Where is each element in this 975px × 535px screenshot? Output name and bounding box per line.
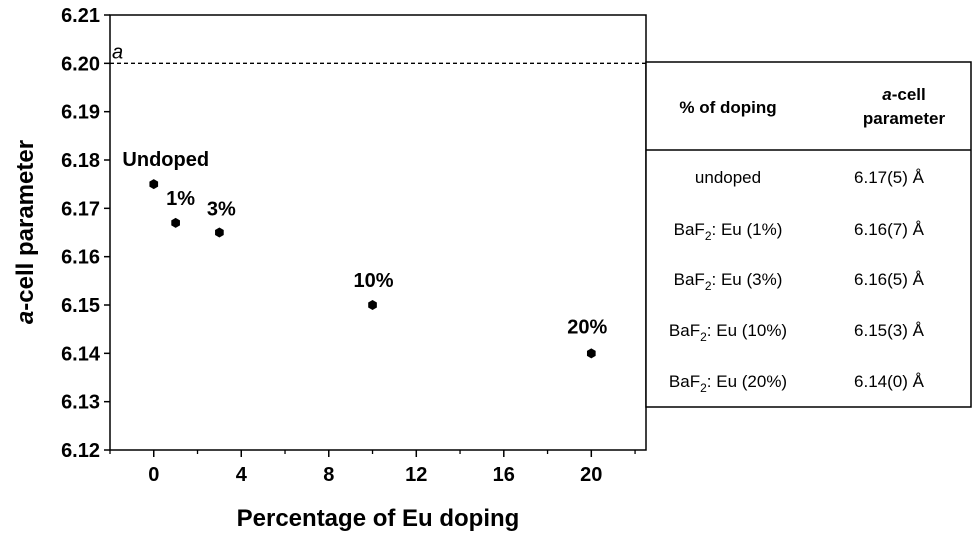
data-labels: Undoped 1% 3% 10% 20%: [122, 149, 607, 338]
table-cell-doping: BaF2: Eu (10%): [669, 321, 787, 344]
y-tick-label: 6.19: [61, 102, 100, 124]
table-cell-parameter: 6.17(5) Å: [854, 168, 925, 187]
data-points: [149, 179, 596, 359]
y-axis-title-italic: a: [12, 311, 39, 324]
table-cell-parameter: 6.16(5) Å: [854, 270, 925, 289]
x-tick-label: 20: [580, 464, 602, 486]
x-tick-label: 12: [405, 464, 427, 486]
data-point: [171, 217, 180, 228]
data-point: [368, 300, 377, 310]
data-point-label: 3%: [207, 199, 236, 221]
y-tick-label: 6.21: [61, 5, 100, 27]
y-tick-label: 6.12: [61, 440, 100, 462]
table-frame: [645, 61, 972, 408]
table-cell-parameter: 6.16(7) Å: [854, 220, 925, 239]
table-cell-parameter: 6.15(3) Å: [854, 321, 925, 340]
data-point-label: 10%: [354, 270, 394, 292]
y-tick-label: 6.17: [61, 198, 100, 220]
y-tick-label: 6.16: [61, 247, 100, 269]
table-cell-parameter: 6.14(0) Å: [854, 372, 925, 391]
table-cell-doping: BaF2: Eu (3%): [674, 270, 783, 293]
y-tick-label: 6.13: [61, 392, 100, 414]
data-point-label: 20%: [567, 316, 607, 338]
y-tick-label: 6.20: [61, 53, 100, 75]
data-point: [215, 227, 224, 238]
x-tick-label: 0: [148, 464, 159, 486]
x-tick-label: 16: [493, 464, 515, 486]
plot-frame: [109, 14, 647, 451]
x-tick-label: 4: [236, 464, 248, 486]
table-header-parameter-line1: a-cell: [882, 85, 926, 104]
table-header-parameter-rest: -cell: [892, 85, 926, 104]
y-axis-title-rest: -cell parameter: [12, 140, 39, 311]
y-tick-label: 6.15: [61, 295, 100, 317]
parameter-table: % of doping a-cell parameter undoped 6.17…: [645, 61, 972, 408]
table-cell-doping: BaF2: Eu (20%): [669, 372, 787, 395]
data-point-label: 1%: [166, 188, 195, 210]
y-axis: 6.12 6.13 6.14 6.15 6.16 6.17 6.18 6.19 6.20 6.21: [61, 5, 110, 462]
table-header-doping: % of doping: [679, 98, 776, 117]
table-cell-doping: BaF2: Eu (1%): [674, 220, 783, 243]
reference-line-label: a: [112, 41, 123, 63]
table-header-parameter-italic: a: [882, 85, 891, 104]
data-point: [586, 348, 596, 359]
y-tick-label: 6.14: [61, 343, 101, 365]
data-point-label: Undoped: [122, 149, 209, 171]
table-cell-doping: undoped: [695, 168, 761, 187]
y-tick-label: 6.18: [61, 150, 100, 172]
data-point: [149, 179, 159, 190]
y-axis-title: a-cell parameter: [12, 140, 39, 324]
table-header-parameter-line2: parameter: [863, 109, 946, 128]
x-axis: 0 4 8 12 16 20: [109, 450, 636, 486]
x-axis-title: Percentage of Eu doping: [237, 505, 520, 532]
table-body: undoped 6.17(5) Å BaF2: Eu (1%) 6.16(7) Å Ba…: [669, 168, 925, 395]
x-tick-label: 8: [323, 464, 334, 486]
